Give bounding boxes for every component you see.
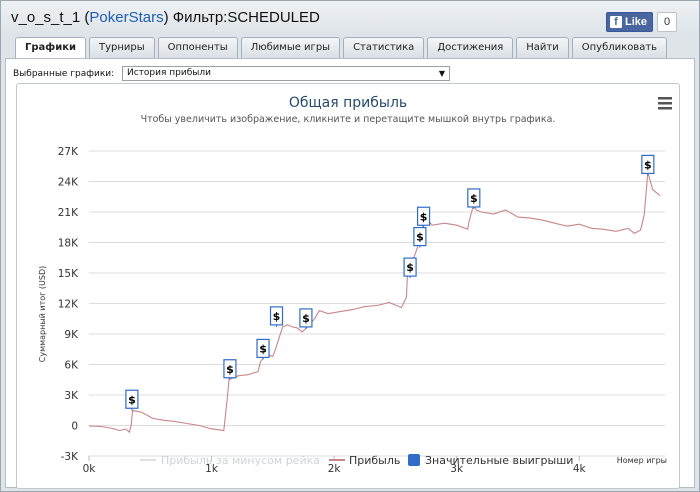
big-win-marker-label: $ [470,192,478,205]
tab-tournaments[interactable]: Турниры [89,37,155,58]
big-win-marker[interactable]: $ [299,308,313,329]
legend-item-big-wins[interactable]: Значительные выигрыши [408,454,573,467]
y-tick-label: 21K [58,207,79,219]
big-win-marker[interactable]: $ [641,154,655,176]
y-tick-label: 27K [58,146,79,158]
y-tick-label: 12K [58,299,79,311]
legend-swatch-big-wins [408,454,420,466]
dropdown-arrow-icon: ▼ [438,69,445,78]
big-win-marker-label: $ [128,393,136,406]
big-win-marker-label: $ [273,310,281,323]
tab-statistics[interactable]: Статистика [343,37,425,58]
facebook-like-count: 0 [657,12,678,32]
chart-title: Общая прибыль [289,95,407,111]
profit-line [88,172,661,434]
chart-subtitle: Чтобы увеличить изображение, кликните и … [141,114,556,125]
title-bar: v_o_s_t_1 (PokerStars) Фильтр:SCHEDULED … [1,1,699,37]
y-axis-ticks: -3K 0 3K 6K 9K 12K 15K 18K 21K 24K 27K [58,146,79,463]
big-win-marker[interactable]: $ [256,338,270,360]
y-tick-label: 9K [64,329,79,341]
tab-opponents[interactable]: Оппоненты [157,37,238,58]
x-tick-label: 1k [205,463,219,475]
big-win-marker[interactable]: $ [403,257,417,279]
grid-lines [89,150,665,457]
chart-select-label: Выбранные графики: [13,69,115,79]
big-win-marker[interactable]: $ [125,389,139,411]
facebook-like-label: Like [625,16,648,28]
big-win-marker-label: $ [644,158,652,171]
charts-panel: Выбранные графики: История прибыли ▼ -3K… [5,58,695,489]
x-tick-label: 2k [328,463,342,475]
tab-favorite-games[interactable]: Любимые игры [240,37,341,58]
big-win-marker[interactable]: $ [413,226,427,248]
y-tick-label: -3K [61,451,79,463]
facebook-icon: f [610,16,622,28]
y-tick-label: 6K [64,360,79,372]
y-tick-label: 0 [71,421,78,433]
x-tick-label: 3k [450,463,464,475]
legend-label-big-wins: Значительные выигрыши [425,454,573,467]
y-tick-label: 15K [58,268,79,280]
x-axis-label: Номер игры [617,456,667,465]
chart-menu-icon[interactable] [658,97,672,110]
profit-chart[interactable]: -3K 0 3K 6K 9K 12K 15K 18K 21K 24K 27K 0k 1k 2k 3k 4k … [16,83,680,489]
legend-label-profit: Прибыль [349,454,400,467]
x-axis-ticks: 0k 1k 2k 3k 4k [83,456,587,475]
tab-charts[interactable]: Графики [15,37,87,59]
y-axis-label: Суммарный итог (USD) [38,266,47,363]
chart-select-value: История прибыли [127,68,211,78]
player-name: v_o_s_t_1 [11,9,81,26]
tab-bar: Графики Турниры Оппоненты Любимые игры С… [15,37,670,59]
filter-title: Фильтр:SCHEDULED [168,9,320,26]
legend-item-profit-no-rake[interactable]: Прибыль за минусом рейка [140,454,320,467]
tab-publish[interactable]: Опубликовать [571,37,668,58]
facebook-like-button[interactable]: f Like [606,12,654,32]
x-tick-label: 0k [83,463,97,475]
big-win-marker[interactable]: $ [223,359,237,380]
big-win-marker[interactable]: $ [416,206,431,228]
tab-search[interactable]: Найти [516,37,569,58]
big-win-marker-box [403,257,417,277]
legend-label-profit-no-rake: Прибыль за минусом рейка [161,454,320,467]
chart-select[interactable]: История прибыли ▼ [122,66,450,81]
big-win-marker-label: $ [226,363,234,376]
y-tick-label: 18K [58,238,79,250]
facebook-like-widget: f Like 0 [606,12,678,32]
big-win-marker-label: $ [416,231,424,244]
big-win-marker[interactable]: $ [269,306,284,327]
series-layer [88,172,661,434]
window-title: v_o_s_t_1 (PokerStars) Фильтр:SCHEDULED [11,9,320,26]
big-win-markers: $ $ $ $ $ $ $ $ $ $ [125,154,655,411]
big-win-marker[interactable]: $ [467,188,481,209]
y-tick-label: 3K [64,390,79,402]
y-tick-label: 24K [58,177,79,189]
tab-achievements[interactable]: Достижения [427,37,514,58]
big-win-marker-label: $ [259,342,267,355]
big-win-marker-label: $ [302,312,310,325]
legend-item-profit[interactable]: Прибыль [329,454,400,467]
x-tick-label: 4k [573,463,587,475]
big-win-marker-label: $ [406,261,414,274]
big-win-marker-label: $ [420,210,428,223]
site-name: PokerStars [89,9,164,26]
chart-legend: Прибыль за минусом рейка Прибыль Значите… [140,454,573,467]
big-win-marker-box [641,154,655,175]
